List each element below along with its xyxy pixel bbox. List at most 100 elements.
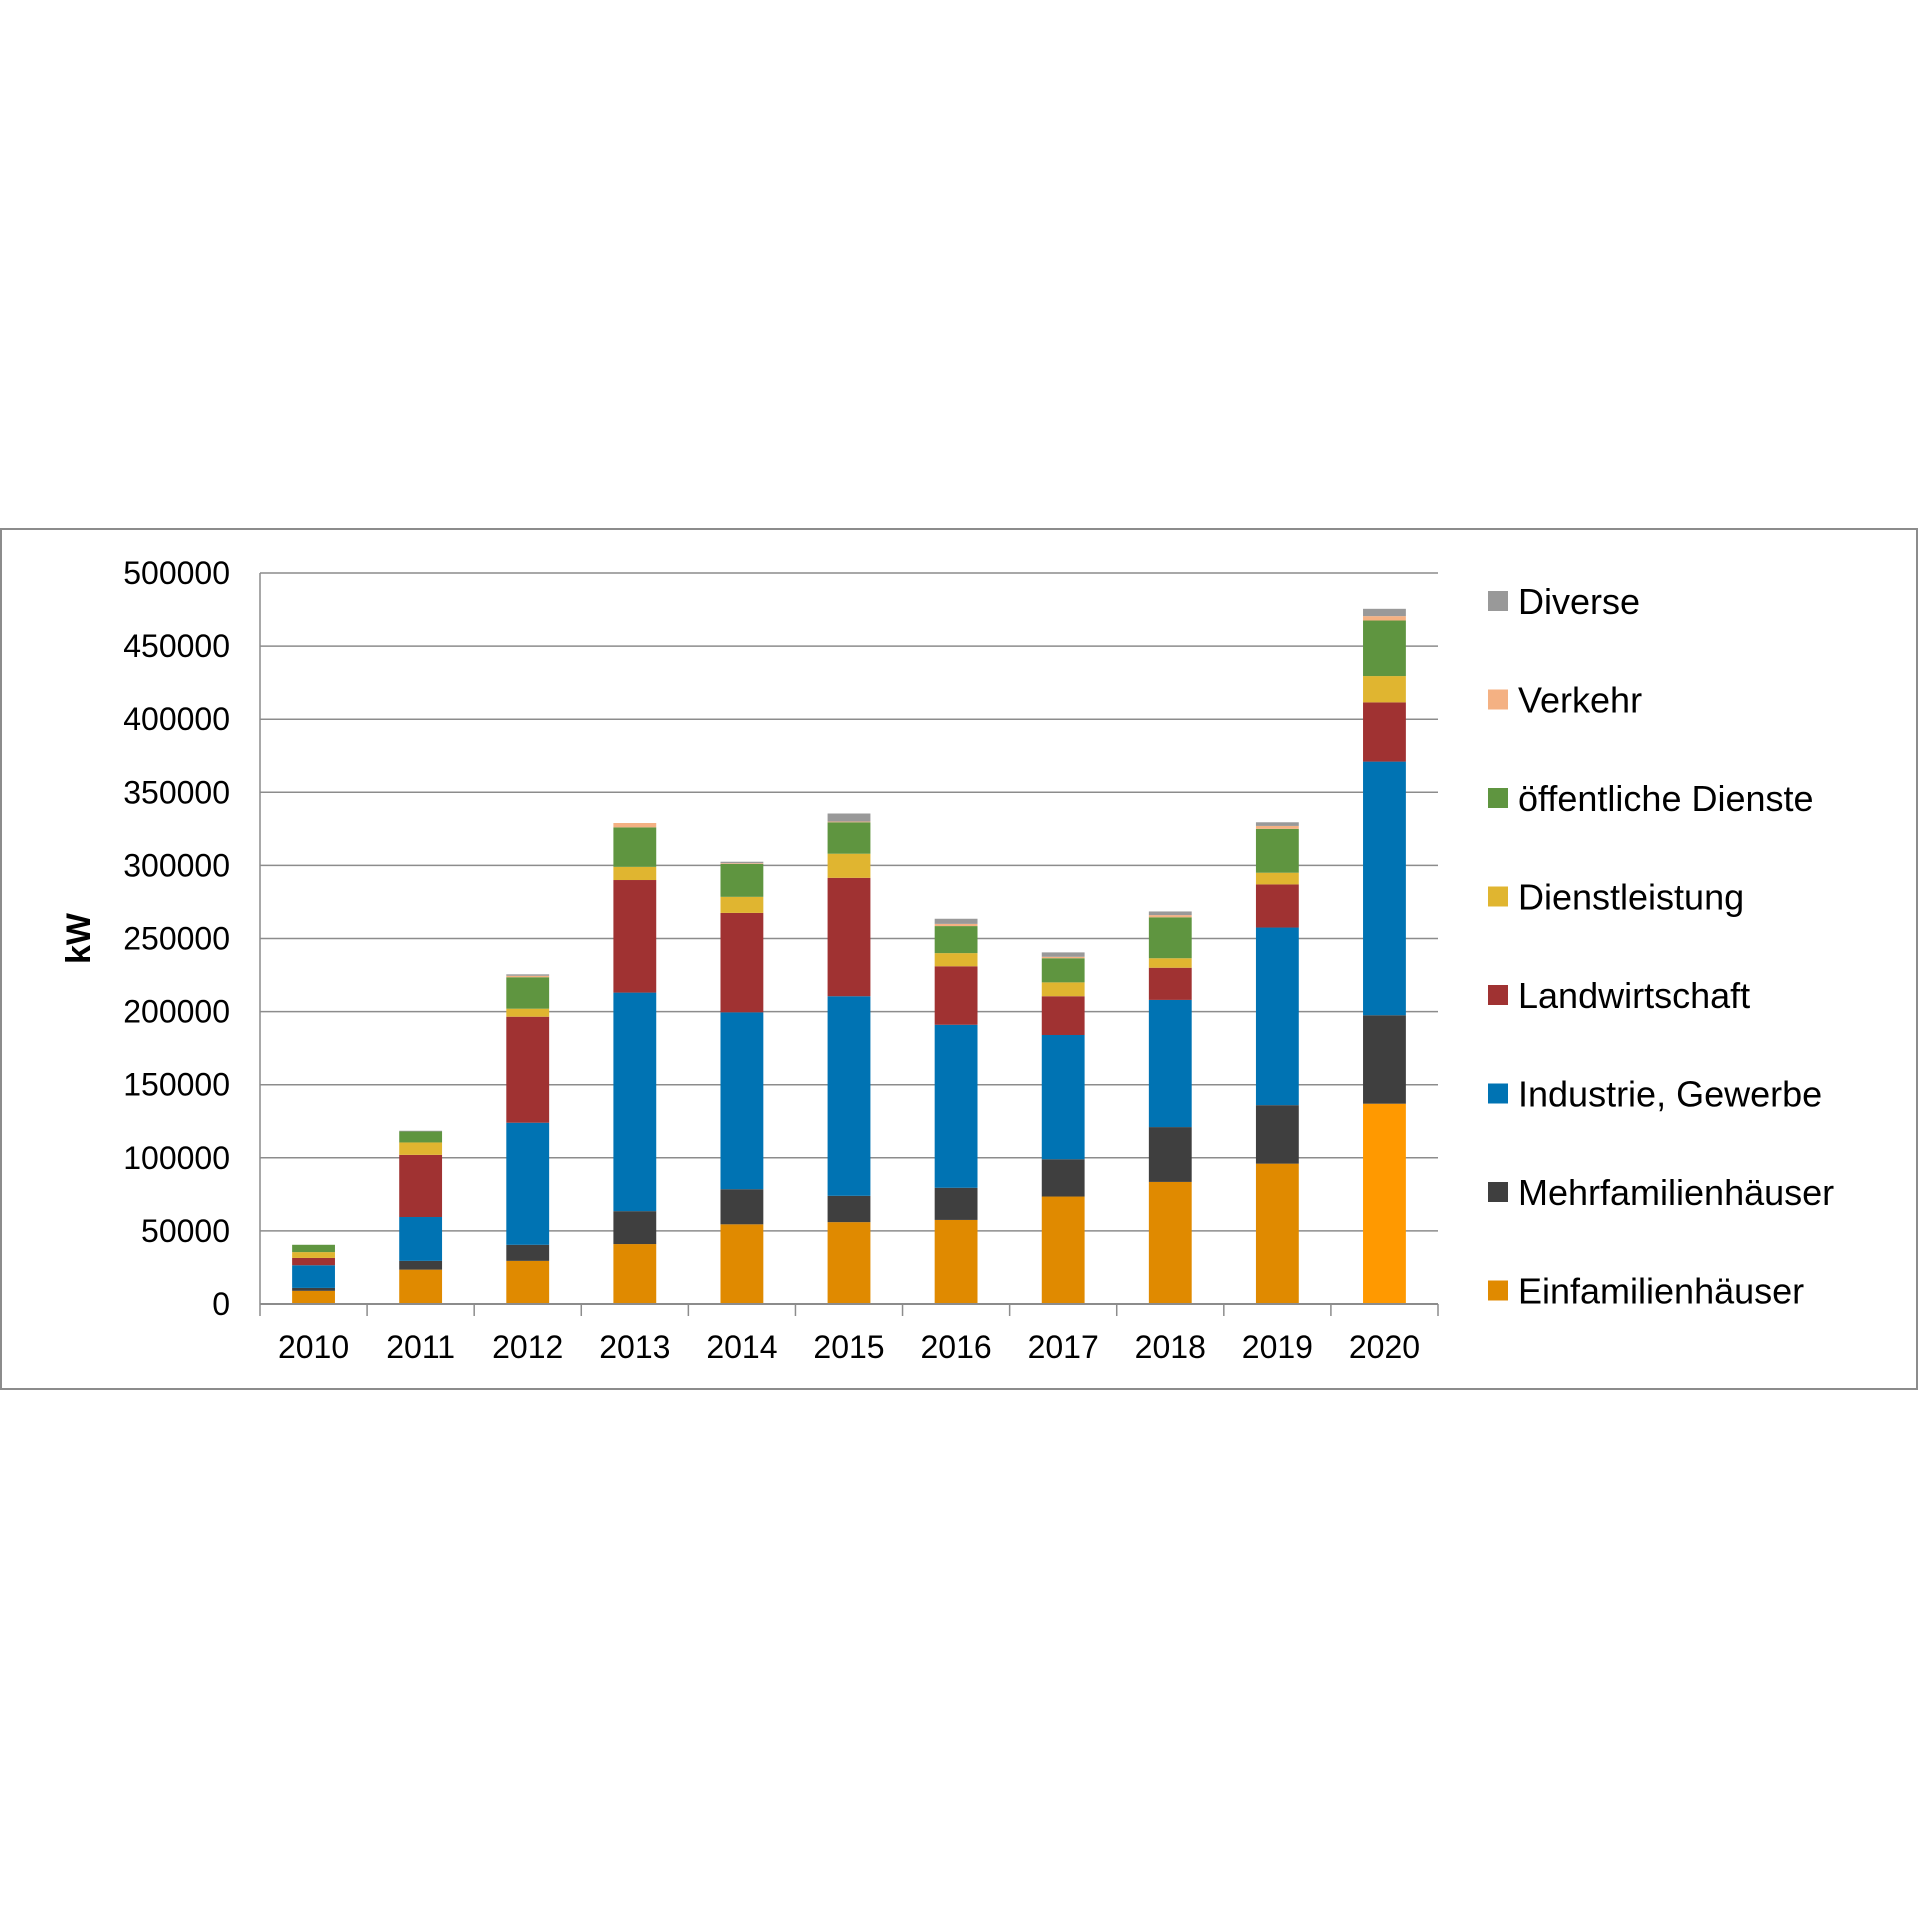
- y-tick-label: 50000: [141, 1213, 230, 1249]
- legend-swatch: [1488, 591, 1508, 611]
- bar-segment-2018-0: [1148, 1181, 1192, 1304]
- legend: Diverse Verkehr öffentliche Dienste Dienstl…: [1488, 581, 1834, 1312]
- bar-segment-2011-2: [399, 1217, 443, 1261]
- bar-segment-2013-5: [613, 827, 657, 867]
- y-tick-label: 350000: [123, 774, 230, 810]
- x-axis: [259, 573, 1439, 1316]
- bar-segment-2012-5: [506, 977, 550, 1009]
- bar-segment-2014-1: [720, 1189, 764, 1225]
- bar-segment-2017-1: [1041, 1159, 1085, 1197]
- y-axis-tick-labels: 0 50000 100000 150000 200000 250000 300000 3500…: [123, 555, 230, 1322]
- bar-segment-2012-7: [506, 974, 550, 976]
- bar-segment-2019-7: [1255, 822, 1299, 826]
- bar-segment-2011-7: [399, 1130, 443, 1132]
- x-tick-label: 2010: [278, 1329, 349, 1365]
- x-tick-label: 2018: [1135, 1329, 1206, 1365]
- y-tick-label: 450000: [123, 628, 230, 664]
- legend-swatch: [1488, 886, 1508, 907]
- legend-swatch: [1488, 788, 1508, 808]
- bar-segment-2020-5: [1363, 620, 1406, 677]
- legend-label: Diverse: [1518, 581, 1640, 622]
- bar-segment-2012-3: [506, 1016, 550, 1123]
- bar-segment-2013-0: [613, 1244, 657, 1304]
- bar-segment-2013-3: [613, 880, 657, 993]
- y-tick-label: 500000: [123, 555, 230, 591]
- bar-segment-2013-4: [613, 866, 657, 881]
- x-tick-label: 2020: [1349, 1329, 1420, 1365]
- bar-segment-2017-5: [1041, 958, 1085, 983]
- legend-label: Mehrfamilienhäuser: [1518, 1172, 1834, 1213]
- bar-segment-2019-5: [1255, 828, 1299, 873]
- bar-segment-2018-5: [1148, 917, 1192, 959]
- bar-segment-2011-3: [399, 1154, 443, 1218]
- bar-segment-2018-4: [1148, 958, 1192, 968]
- bar-segment-2017-0: [1041, 1196, 1085, 1304]
- bar-segment-2020-7: [1363, 608, 1406, 617]
- y-tick-label: 0: [212, 1286, 230, 1322]
- bar-segment-2011-0: [399, 1269, 443, 1304]
- bar-segment-2012-0: [506, 1260, 550, 1304]
- bar-segment-2019-6: [1255, 825, 1299, 829]
- bar-segment-2020-4: [1363, 676, 1406, 703]
- bar-segment-2019-1: [1255, 1105, 1299, 1164]
- x-tick-label: 2019: [1242, 1329, 1313, 1365]
- bar-segment-2011-5: [399, 1131, 443, 1143]
- bar-segment-2012-2: [506, 1122, 550, 1245]
- legend-label: Industrie, Gewerbe: [1518, 1074, 1822, 1115]
- bar-segment-2020-0: [1363, 1103, 1406, 1304]
- bar-segment-2017-4: [1041, 982, 1085, 997]
- stacked-bar-chart: 0 50000 100000 150000 200000 250000 300000 3500…: [60, 555, 1834, 1365]
- bar-segment-2014-4: [720, 896, 764, 913]
- bar-segment-2016-6: [934, 923, 978, 927]
- x-tick-label: 2016: [920, 1329, 991, 1365]
- bar-segment-2019-3: [1255, 884, 1299, 928]
- bar-segment-2012-6: [506, 975, 550, 978]
- bar-segment-2015-0: [827, 1222, 871, 1304]
- legend-label: Dienstleistung: [1518, 877, 1744, 918]
- bar-segment-2017-6: [1041, 956, 1085, 959]
- bar-segment-2019-0: [1255, 1163, 1299, 1304]
- bar-segment-2010-2: [292, 1265, 335, 1288]
- bar-segment-2012-4: [506, 1008, 550, 1017]
- x-tick-label: 2017: [1028, 1329, 1099, 1365]
- legend-label: Verkehr: [1518, 680, 1642, 721]
- legend-swatch: [1488, 1182, 1508, 1202]
- bar-segment-2016-5: [934, 926, 978, 954]
- bar-segment-2011-1: [399, 1260, 443, 1270]
- bar-segment-2014-0: [720, 1224, 764, 1304]
- bar-segment-2014-2: [720, 1012, 764, 1190]
- y-tick-label: 150000: [123, 1067, 230, 1103]
- bar-segment-2015-5: [827, 822, 871, 854]
- bar-segment-2016-7: [934, 918, 978, 924]
- bar-segment-2013-6: [613, 823, 657, 828]
- bar-segment-2018-1: [1148, 1127, 1192, 1182]
- bar-segment-2011-4: [399, 1142, 443, 1155]
- x-tick-label: 2014: [706, 1329, 777, 1365]
- bar-segment-2016-2: [934, 1024, 978, 1188]
- bar-segment-2010-4: [292, 1252, 335, 1258]
- bar-segment-2016-3: [934, 966, 978, 1025]
- bar-segment-2015-2: [827, 996, 871, 1196]
- bar-segment-2010-0: [292, 1290, 335, 1304]
- y-tick-label: 400000: [123, 701, 230, 737]
- bar-segment-2017-3: [1041, 996, 1085, 1035]
- bar-segment-2020-2: [1363, 761, 1406, 1016]
- bar-segment-2013-2: [613, 992, 657, 1212]
- y-tick-label: 300000: [123, 847, 230, 883]
- bar-segment-2019-4: [1255, 872, 1299, 885]
- legend-swatch: [1488, 1083, 1508, 1104]
- bar-segment-2014-5: [720, 863, 764, 897]
- bar-segment-2018-7: [1148, 911, 1192, 916]
- bar-segment-2019-2: [1255, 927, 1299, 1106]
- bar-segment-2014-7: [720, 861, 764, 864]
- x-tick-label: 2015: [813, 1329, 884, 1365]
- y-tick-label: 200000: [123, 994, 230, 1030]
- bar-segment-2016-1: [934, 1187, 978, 1220]
- bar-segment-2010-3: [292, 1257, 335, 1266]
- y-tick-label: 100000: [123, 1140, 230, 1176]
- y-axis-title: kW: [60, 912, 98, 964]
- bar-segment-2015-3: [827, 877, 871, 997]
- bars: [292, 608, 1406, 1304]
- bar-segment-2018-2: [1148, 999, 1192, 1128]
- legend-label: Einfamilienhäuser: [1518, 1271, 1804, 1312]
